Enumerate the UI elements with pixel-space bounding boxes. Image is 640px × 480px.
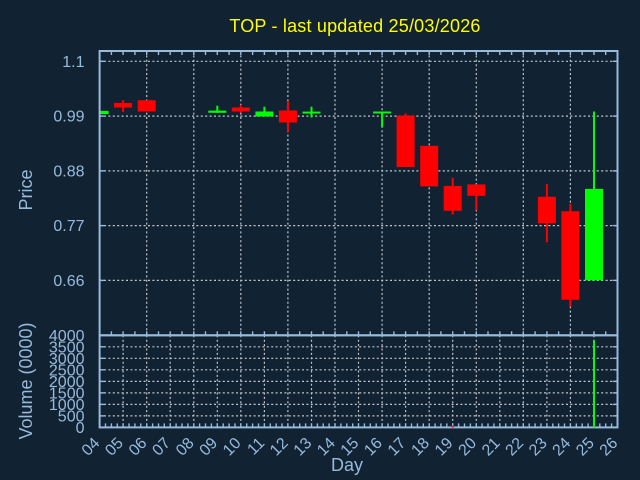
svg-text:Day: Day (331, 455, 363, 475)
svg-text:TOP - last updated 25/03/2026: TOP - last updated 25/03/2026 (229, 16, 480, 36)
svg-text:2000: 2000 (49, 374, 85, 391)
svg-text:4000: 4000 (49, 328, 85, 345)
svg-text:1000: 1000 (49, 397, 85, 414)
svg-text:Price: Price (16, 169, 36, 210)
svg-text:3000: 3000 (49, 351, 85, 368)
svg-text:0.77: 0.77 (53, 218, 84, 235)
svg-text:Volume (0000): Volume (0000) (16, 322, 36, 439)
svg-text:1.1: 1.1 (62, 54, 84, 71)
svg-text:1500: 1500 (49, 385, 85, 402)
svg-text:2500: 2500 (49, 362, 85, 379)
svg-text:0.99: 0.99 (53, 109, 84, 126)
svg-text:0.88: 0.88 (53, 163, 84, 180)
svg-text:0.66: 0.66 (53, 273, 84, 290)
svg-text:500: 500 (58, 408, 85, 425)
svg-text:3500: 3500 (49, 339, 85, 356)
svg-text:0: 0 (76, 420, 85, 437)
